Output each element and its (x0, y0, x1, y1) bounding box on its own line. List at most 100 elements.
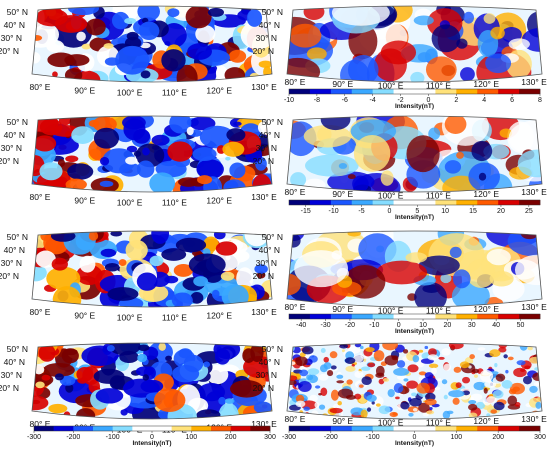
longitude-labels: 80° E 90° E 100° E 110° E 120° E 130° E (30, 307, 278, 323)
latitude-label: 40° N (4, 357, 25, 367)
colorbar-swatch (351, 426, 373, 431)
colorbar-tick-label: 100 (450, 434, 462, 441)
colorbar-tick-label: -4 (370, 97, 376, 104)
colorbar-tick-label: -6 (342, 97, 348, 104)
map-panel-left-2: 50° N 40° N 30° N 20° N 80° E 90° E 100° E 110°… (0, 115, 278, 208)
latitude-label: 30° N (1, 370, 22, 380)
latitude-label: 40° N (259, 130, 280, 140)
colorbar-swatch (393, 89, 415, 94)
latitude-label: 50° N (7, 344, 28, 354)
colorbar-title: Intensity(nT) (395, 328, 434, 335)
colorbar-tick-label: -200 (324, 434, 338, 441)
colorbar-tick-label: -5 (358, 208, 364, 215)
colorbar-swatch (498, 200, 520, 205)
colorbar-swatch (519, 314, 541, 319)
colorbar-tick-label: 4 (482, 97, 486, 104)
colorbar-swatch (330, 89, 353, 94)
colorbar-swatch (309, 314, 332, 319)
colorbar-swatch (519, 200, 541, 205)
colorbar: -10 -8 -6 -4 -2 0 2 4 6 8 Intensity(nT) (284, 88, 542, 110)
colorbar-tick-label: -30 (320, 322, 330, 329)
colorbar-swatch (498, 89, 520, 94)
colorbar-swatch (519, 426, 541, 431)
latitude-label: 40° N (4, 130, 25, 140)
latitude-label: 50° N (7, 7, 28, 17)
latitude-label: 30° N (256, 258, 277, 268)
colorbar-swatch (435, 200, 457, 205)
longitude-label: 80° E (30, 82, 51, 92)
colorbar-swatch (53, 426, 74, 431)
longitude-label: 120° E (473, 189, 499, 199)
colorbar-tick-label: 50 (517, 322, 525, 329)
latitude-labels: 50° N 40° N 30° N 20° N (253, 232, 283, 281)
colorbar-tick-label: -300 (282, 434, 296, 441)
colorbar-tick-label: -300 (27, 434, 41, 441)
latitude-label: 50° N (262, 344, 283, 354)
colorbar-title: Intensity(nT) (395, 214, 434, 221)
map-panels: 50° N 40° N 30° N 20° N 80° E 90° E 100° E 110°… (0, 5, 548, 447)
colorbar-tick-label: -10 (329, 208, 339, 215)
longitude-label: 100° E (378, 80, 404, 90)
latitude-label: 30° N (256, 143, 277, 153)
latitude-label: 40° N (259, 357, 280, 367)
colorbar-swatch (477, 89, 499, 94)
longitude-label: 110° E (426, 190, 451, 200)
colorbar-tick-label: -2 (397, 97, 403, 104)
colorbar-swatch (498, 426, 520, 431)
colorbar-swatch (289, 314, 311, 319)
map-panel-right-3: 50° N 40° N 30° N 20° N 80° E 90° E 100° E 110°… (253, 230, 547, 335)
longitude-label: 130° E (521, 414, 547, 424)
longitude-label: 100° E (117, 88, 143, 98)
colorbar-swatch (73, 426, 94, 431)
colorbar-swatch (435, 426, 457, 431)
colorbar-swatch (372, 89, 394, 94)
colorbar-swatch (191, 426, 212, 431)
longitude-label: 100° E (117, 313, 143, 323)
colorbar-swatch (456, 426, 478, 431)
colorbar-swatch (414, 426, 436, 431)
colorbar-swatch (152, 426, 172, 431)
longitude-label: 80° E (285, 187, 306, 197)
latitude-label: 40° N (4, 20, 25, 30)
colorbar-tick-label: -40 (296, 322, 306, 329)
colorbar-swatch (393, 200, 415, 205)
anomaly-field (32, 231, 272, 307)
longitude-label: 80° E (30, 419, 51, 429)
colorbar-swatch (330, 200, 353, 205)
longitude-labels: 80° E 90° E 100° E 110° E 120° E 130° E (30, 192, 278, 208)
latitude-label: 30° N (256, 33, 277, 43)
longitude-labels: 80° E 90° E 100° E 110° E 120° E 130° E (285, 187, 548, 200)
latitude-label: 50° N (7, 232, 28, 242)
colorbar-swatch (372, 200, 394, 205)
latitude-label: 50° N (7, 117, 28, 127)
colorbar: -300 -200 -100 0 100 200 300 Intensity(nT) (282, 425, 546, 447)
longitude-label: 100° E (117, 198, 143, 208)
longitude-label: 90° E (332, 79, 353, 89)
colorbar-tick-label: 0 (397, 322, 401, 329)
map-panel-right-4: 50° N 40° N 30° N 20° N 80° E 90° E 100° E 110°… (253, 342, 547, 447)
latitude-label: 40° N (259, 20, 280, 30)
colorbar: -15 -10 -5 0 5 10 15 20 25 Intensity(nT) (288, 199, 541, 221)
longitude-label: 120° E (473, 416, 499, 426)
longitude-label: 90° E (332, 416, 353, 426)
latitude-labels: 50° N 40° N 30° N 20° N (0, 344, 28, 393)
colorbar-swatch (309, 89, 332, 94)
colorbar-swatch (477, 200, 499, 205)
latitude-label: 20° N (253, 383, 274, 393)
longitude-label: 120° E (206, 86, 232, 96)
longitude-label: 100° E (378, 417, 404, 427)
longitude-label: 90° E (332, 189, 353, 199)
colorbar-tick-label: 200 (492, 434, 504, 441)
colorbar-swatch (112, 426, 133, 431)
colorbar-swatch (230, 426, 251, 431)
longitude-label: 120° E (206, 311, 232, 321)
longitude-label: 80° E (285, 77, 306, 87)
colorbar-tick-label: -20 (345, 322, 355, 329)
longitude-label: 130° E (521, 302, 547, 312)
colorbar-swatch (393, 314, 415, 319)
latitude-label: 20° N (0, 271, 19, 281)
colorbar-swatch (351, 314, 373, 319)
longitude-label: 110° E (162, 88, 187, 98)
